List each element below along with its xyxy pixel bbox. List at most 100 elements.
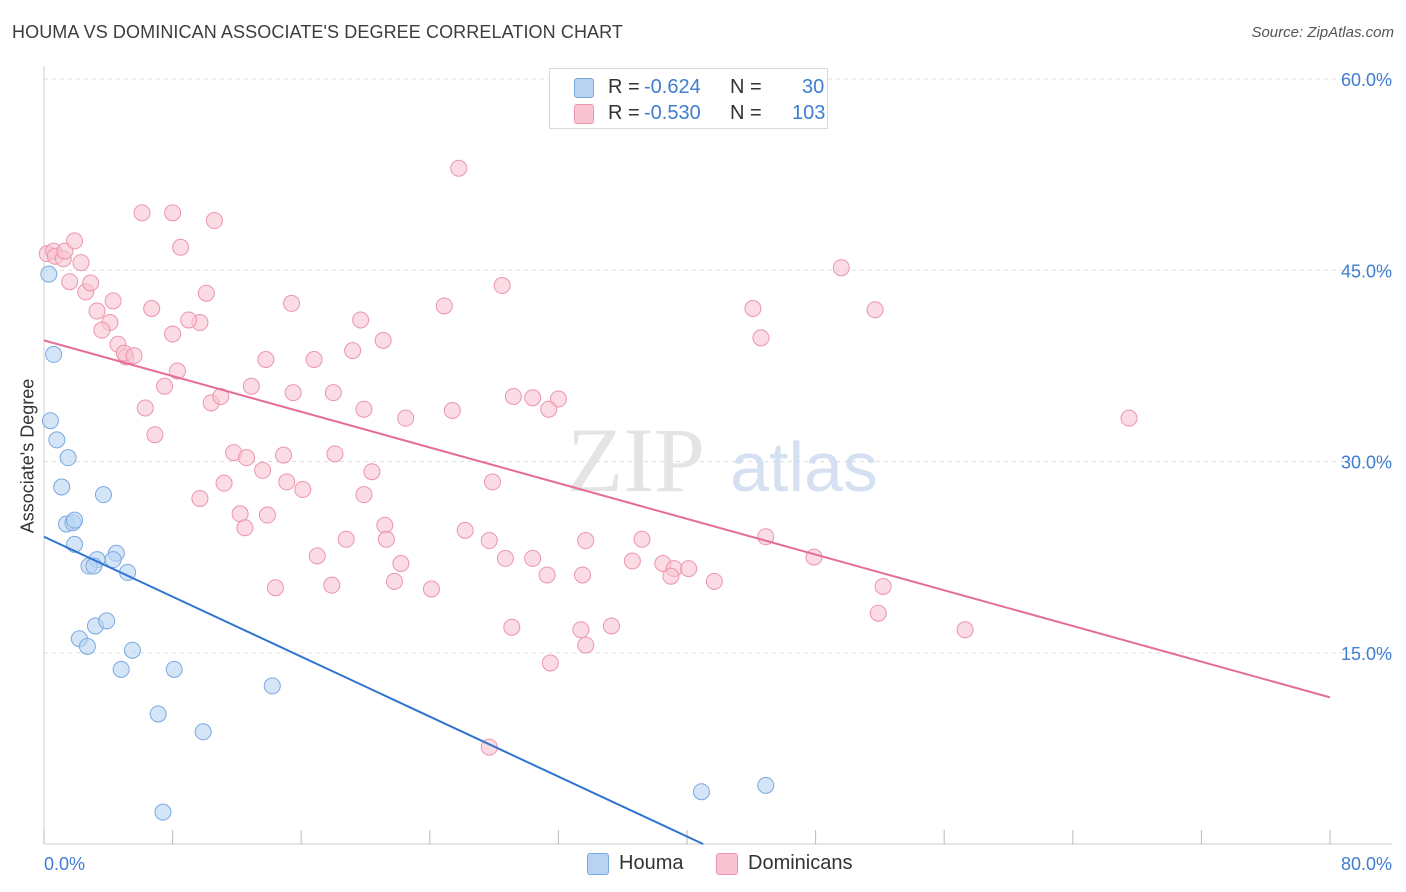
dominican-point (257, 351, 275, 368)
dominican-point (435, 297, 453, 315)
dominican-point (874, 577, 892, 595)
dominican-point (324, 384, 342, 402)
data-points (38, 159, 1138, 821)
dominican-point (326, 445, 344, 463)
houma-point (692, 783, 710, 801)
dominican-point (540, 400, 558, 418)
dominican-point (577, 636, 595, 654)
dominican-point (72, 254, 90, 272)
dominican-point (504, 387, 522, 405)
bottom-legend-swatch-dominicans (716, 853, 738, 875)
dominican-point (168, 362, 186, 380)
dominican-point (125, 347, 143, 365)
dominican-point (133, 204, 151, 222)
legend-n-value-dominicans: 103 (792, 102, 826, 124)
dominican-point (93, 321, 111, 339)
dominican-point (1120, 409, 1138, 427)
houma-point (53, 478, 71, 496)
dominican-point (577, 532, 595, 550)
dominican-point (496, 549, 514, 567)
dominican-point (284, 384, 302, 402)
houma-point (45, 345, 63, 363)
dominican-point (337, 530, 355, 548)
dominican-point (363, 463, 381, 481)
bottom-legend-label-dominicans: Dominicans (748, 852, 853, 874)
dominican-point (503, 618, 521, 636)
dominican-point (172, 238, 190, 256)
x-tick-label: 80.0% (1341, 854, 1392, 874)
y-tick-label: 15.0% (1341, 644, 1392, 664)
dominican-point (456, 521, 474, 539)
houma-point (94, 486, 112, 504)
dominican-point (538, 566, 556, 584)
dominican-point (66, 232, 84, 250)
dominican-point (633, 530, 651, 548)
bottom-legend-label-houma: Houma (619, 852, 684, 874)
dominican-point (61, 273, 79, 291)
dominican-point (374, 331, 392, 349)
dominican-point (832, 259, 850, 277)
houma-point (149, 705, 167, 723)
dominican-point (275, 446, 293, 464)
trend-lines (43, 339, 1331, 845)
dominican-point (623, 552, 641, 570)
dominican-point (397, 409, 415, 427)
chart-title: HOUMA VS DOMINICAN ASSOCIATE'S DEGREE CO… (12, 22, 624, 42)
dominican-point (866, 301, 884, 319)
bottom-legend-swatch-houma (587, 853, 609, 875)
dominican-point (752, 329, 770, 347)
dominican-point (323, 576, 341, 594)
correlation-legend: R = -0.624 N = 30 R = -0.530 N = 103 (549, 68, 828, 129)
dominican-point (104, 292, 122, 310)
houma-point (59, 449, 77, 467)
dominican-point (757, 528, 775, 546)
legend-swatch-dominicans (574, 104, 594, 124)
dominican-point (308, 547, 326, 565)
dominican-point (146, 426, 164, 444)
houma-point (165, 660, 183, 678)
houma-point (757, 776, 775, 794)
watermark-zip: ZIP (567, 409, 705, 511)
dominican-point (572, 621, 590, 639)
houma-point (41, 412, 59, 430)
y-axis-label: Associate's Degree (17, 378, 38, 534)
dominican-point (705, 572, 723, 590)
legend-n-value-houma: 30 (802, 76, 825, 98)
watermark-atlas: atlas (730, 428, 878, 506)
dominican-point (450, 159, 468, 177)
dominican-point (278, 473, 296, 491)
dominican-point (422, 580, 440, 598)
y-tick-label: 30.0% (1341, 453, 1392, 473)
dominican-point (956, 621, 974, 639)
x-ticks (43, 830, 1331, 844)
legend-r-label: R = (608, 76, 640, 98)
dominican-point (385, 572, 403, 590)
dominican-point (680, 560, 698, 578)
tick-labels: 15.0% 30.0% 45.0% 60.0% 0.0% 80.0% (44, 70, 1392, 874)
dominican-point (164, 204, 182, 222)
legend-r-label: R = (608, 102, 640, 124)
dominican-point (82, 274, 100, 292)
houma-point (112, 660, 130, 678)
houma-point (78, 637, 96, 655)
dominican-point (662, 567, 680, 585)
dominican-point (254, 461, 272, 479)
dominican-point (344, 342, 362, 360)
dominican-point (88, 302, 106, 320)
houma-point (48, 431, 66, 449)
y-tick-label: 60.0% (1341, 70, 1392, 90)
dominican-point (805, 548, 823, 566)
dominican-point (869, 604, 887, 622)
dominican-point (258, 506, 276, 524)
legend-swatch-houma (574, 78, 594, 98)
dominican-point (480, 532, 498, 550)
houma-point (154, 803, 172, 821)
legend-r-value-houma: -0.624 (644, 76, 701, 98)
dominican-point (236, 519, 254, 537)
x-tick-label: 0.0% (44, 854, 85, 874)
dominican-point (215, 474, 233, 492)
dominican-point (493, 277, 511, 295)
chart-source: Source: ZipAtlas.com (1251, 24, 1394, 41)
dominican-point (355, 486, 373, 504)
